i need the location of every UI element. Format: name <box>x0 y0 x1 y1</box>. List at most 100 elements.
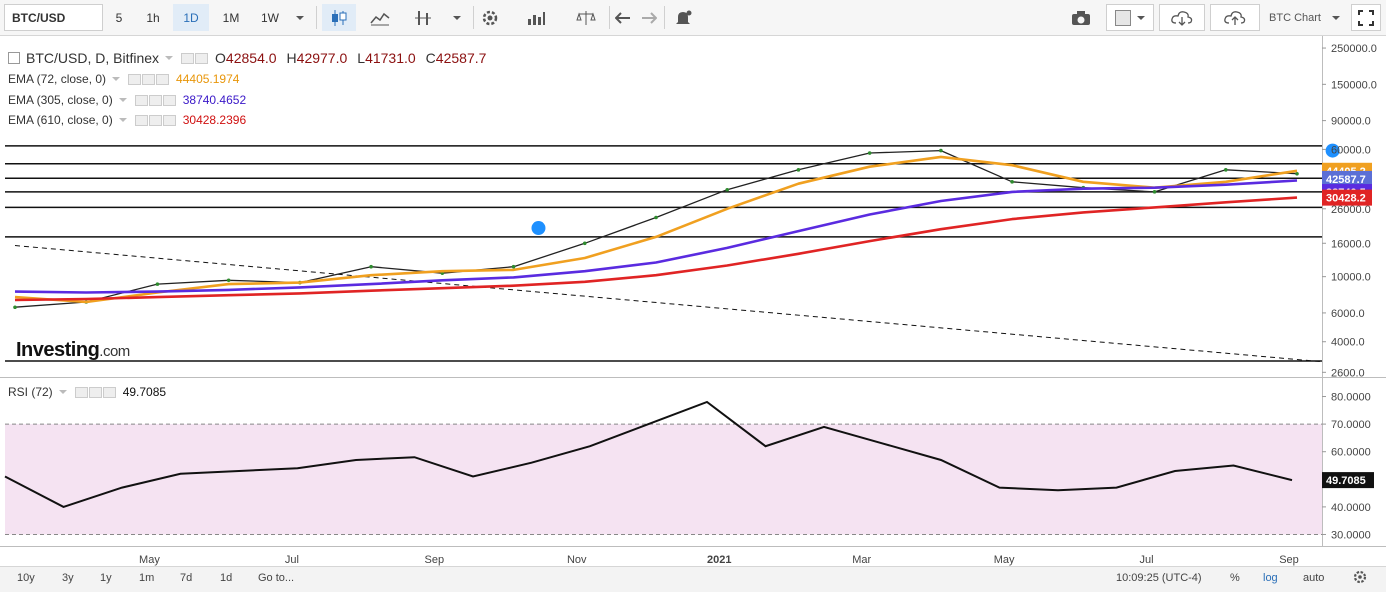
save-chart-button[interactable] <box>1210 4 1260 31</box>
ema610-name: EMA (610, close, 0) <box>8 113 113 127</box>
rsi-value: 49.7085 <box>122 385 167 399</box>
symbol-field[interactable]: BTC/USD <box>4 4 103 31</box>
chart-name-dropdown-button[interactable] <box>1327 4 1345 31</box>
price-tick-label: 150000.0 <box>1331 79 1377 91</box>
eye-icon[interactable] <box>181 52 195 64</box>
range-1m[interactable]: 1m <box>139 572 155 584</box>
chart-name-label[interactable]: BTC Chart <box>1269 11 1321 24</box>
goto-button[interactable]: Go to... <box>258 572 295 584</box>
series-point <box>1152 190 1157 194</box>
interval-dropdown-button[interactable] <box>290 4 310 31</box>
rsi-name: RSI (72) <box>8 385 53 399</box>
eye-icon[interactable] <box>134 114 148 126</box>
interval-1h[interactable]: 1h <box>146 10 160 25</box>
close-icon[interactable] <box>162 114 176 126</box>
interval-5[interactable]: 5 <box>115 10 123 25</box>
line-chart-icon <box>370 12 390 25</box>
trendline-dashed <box>14 245 1324 363</box>
chevron-down-icon <box>1137 15 1145 20</box>
close-icon[interactable] <box>102 386 116 398</box>
cloud-download-icon <box>1171 10 1193 26</box>
chevron-down-icon[interactable] <box>118 98 127 102</box>
series-point <box>1010 180 1014 184</box>
gear-icon[interactable] <box>195 52 209 64</box>
log-toggle[interactable]: log <box>1263 572 1278 584</box>
range-1d[interactable]: 1d <box>220 572 233 584</box>
time-axis-label: Sep <box>1279 554 1299 566</box>
chart-area[interactable]: 250000.0150000.090000.060000.040000.0260… <box>0 36 1386 566</box>
gear-icon[interactable] <box>148 94 162 106</box>
gear-icon[interactable] <box>148 114 162 126</box>
eye-icon[interactable] <box>74 386 88 398</box>
price-badge-label: 30428.2 <box>1326 193 1366 205</box>
series-point <box>13 305 17 310</box>
eye-icon[interactable] <box>128 73 142 85</box>
minimize-icon[interactable] <box>8 52 20 64</box>
close-icon[interactable] <box>162 94 176 106</box>
price-tick-label: 60000.0 <box>1331 144 1371 156</box>
alert-button[interactable] <box>668 4 698 31</box>
histogram-icon <box>528 11 545 25</box>
snapshot-button[interactable] <box>1061 4 1101 31</box>
ohlc-low-label: L <box>357 50 366 66</box>
chevron-down-icon[interactable] <box>112 77 121 81</box>
interval-1m[interactable]: 1M <box>222 10 240 25</box>
price-tick-label: 26000.0 <box>1331 204 1371 216</box>
redo-button[interactable] <box>638 4 660 31</box>
settings-button[interactable] <box>477 4 503 31</box>
range-7d[interactable]: 7d <box>180 572 193 584</box>
time-axis-label: May <box>139 554 160 566</box>
price-tick-label: 2600.0 <box>1331 367 1365 379</box>
interval-1w[interactable]: 1W <box>261 10 279 25</box>
chevron-down-icon[interactable] <box>58 390 67 394</box>
series-controls[interactable] <box>181 52 209 64</box>
chevron-down-icon <box>1332 15 1340 20</box>
color-swatch-icon <box>1115 9 1131 26</box>
chevron-down-icon <box>296 15 304 20</box>
ohlc-high-label: H <box>286 50 297 66</box>
percent-toggle[interactable]: % <box>1230 572 1240 584</box>
range-10y[interactable]: 10y <box>17 572 35 584</box>
rsi-tick-label: 40.0000 <box>1331 502 1371 514</box>
gear-icon[interactable] <box>88 386 102 398</box>
chevron-down-icon[interactable] <box>165 56 174 60</box>
ema610-legend: EMA (610, close, 0) 30428.2396 <box>8 113 246 127</box>
compare-button[interactable] <box>406 4 442 31</box>
rsi-band <box>5 424 1322 535</box>
chevron-down-icon[interactable] <box>118 118 127 122</box>
ema610-controls[interactable] <box>134 114 177 126</box>
candlestick-chart-button[interactable] <box>322 4 356 31</box>
series-point <box>1295 171 1299 176</box>
auto-toggle[interactable]: auto <box>1303 572 1325 584</box>
ema72-value: 44405.1974 <box>176 72 240 86</box>
fullscreen-button[interactable] <box>1351 4 1381 31</box>
volume-button[interactable] <box>518 4 554 31</box>
investing-logo: Investing.com <box>16 339 130 362</box>
redo-icon <box>642 11 657 24</box>
ema305-controls[interactable] <box>134 94 177 106</box>
ema72-controls[interactable] <box>128 73 170 85</box>
interval-1d[interactable]: 1D <box>173 4 209 31</box>
series-point <box>511 264 516 269</box>
series-3 <box>14 196 1298 302</box>
range-3y[interactable]: 3y <box>62 572 74 584</box>
time-axis-label: Jul <box>285 554 299 566</box>
bars-icon <box>415 10 431 25</box>
close-icon[interactable] <box>156 73 170 85</box>
gear-icon[interactable] <box>142 73 156 85</box>
compare-dropdown-button[interactable] <box>446 4 468 31</box>
range-1y[interactable]: 1y <box>100 572 112 584</box>
ohlc-close: 42587.7 <box>435 50 487 66</box>
indicators-button[interactable] <box>362 4 398 31</box>
price-chart[interactable]: 250000.0150000.090000.060000.040000.0260… <box>0 36 1386 566</box>
color-picker-button[interactable] <box>1106 4 1154 31</box>
rsi-controls[interactable] <box>74 386 117 398</box>
scale-button[interactable] <box>568 4 604 31</box>
time-axis-label: Mar <box>852 554 871 566</box>
settings-button[interactable] <box>1353 570 1367 587</box>
eye-icon[interactable] <box>134 94 148 106</box>
series-point <box>654 215 658 220</box>
load-chart-button[interactable] <box>1159 4 1205 31</box>
undo-button[interactable] <box>612 4 634 31</box>
rsi-badge <box>1322 472 1374 489</box>
